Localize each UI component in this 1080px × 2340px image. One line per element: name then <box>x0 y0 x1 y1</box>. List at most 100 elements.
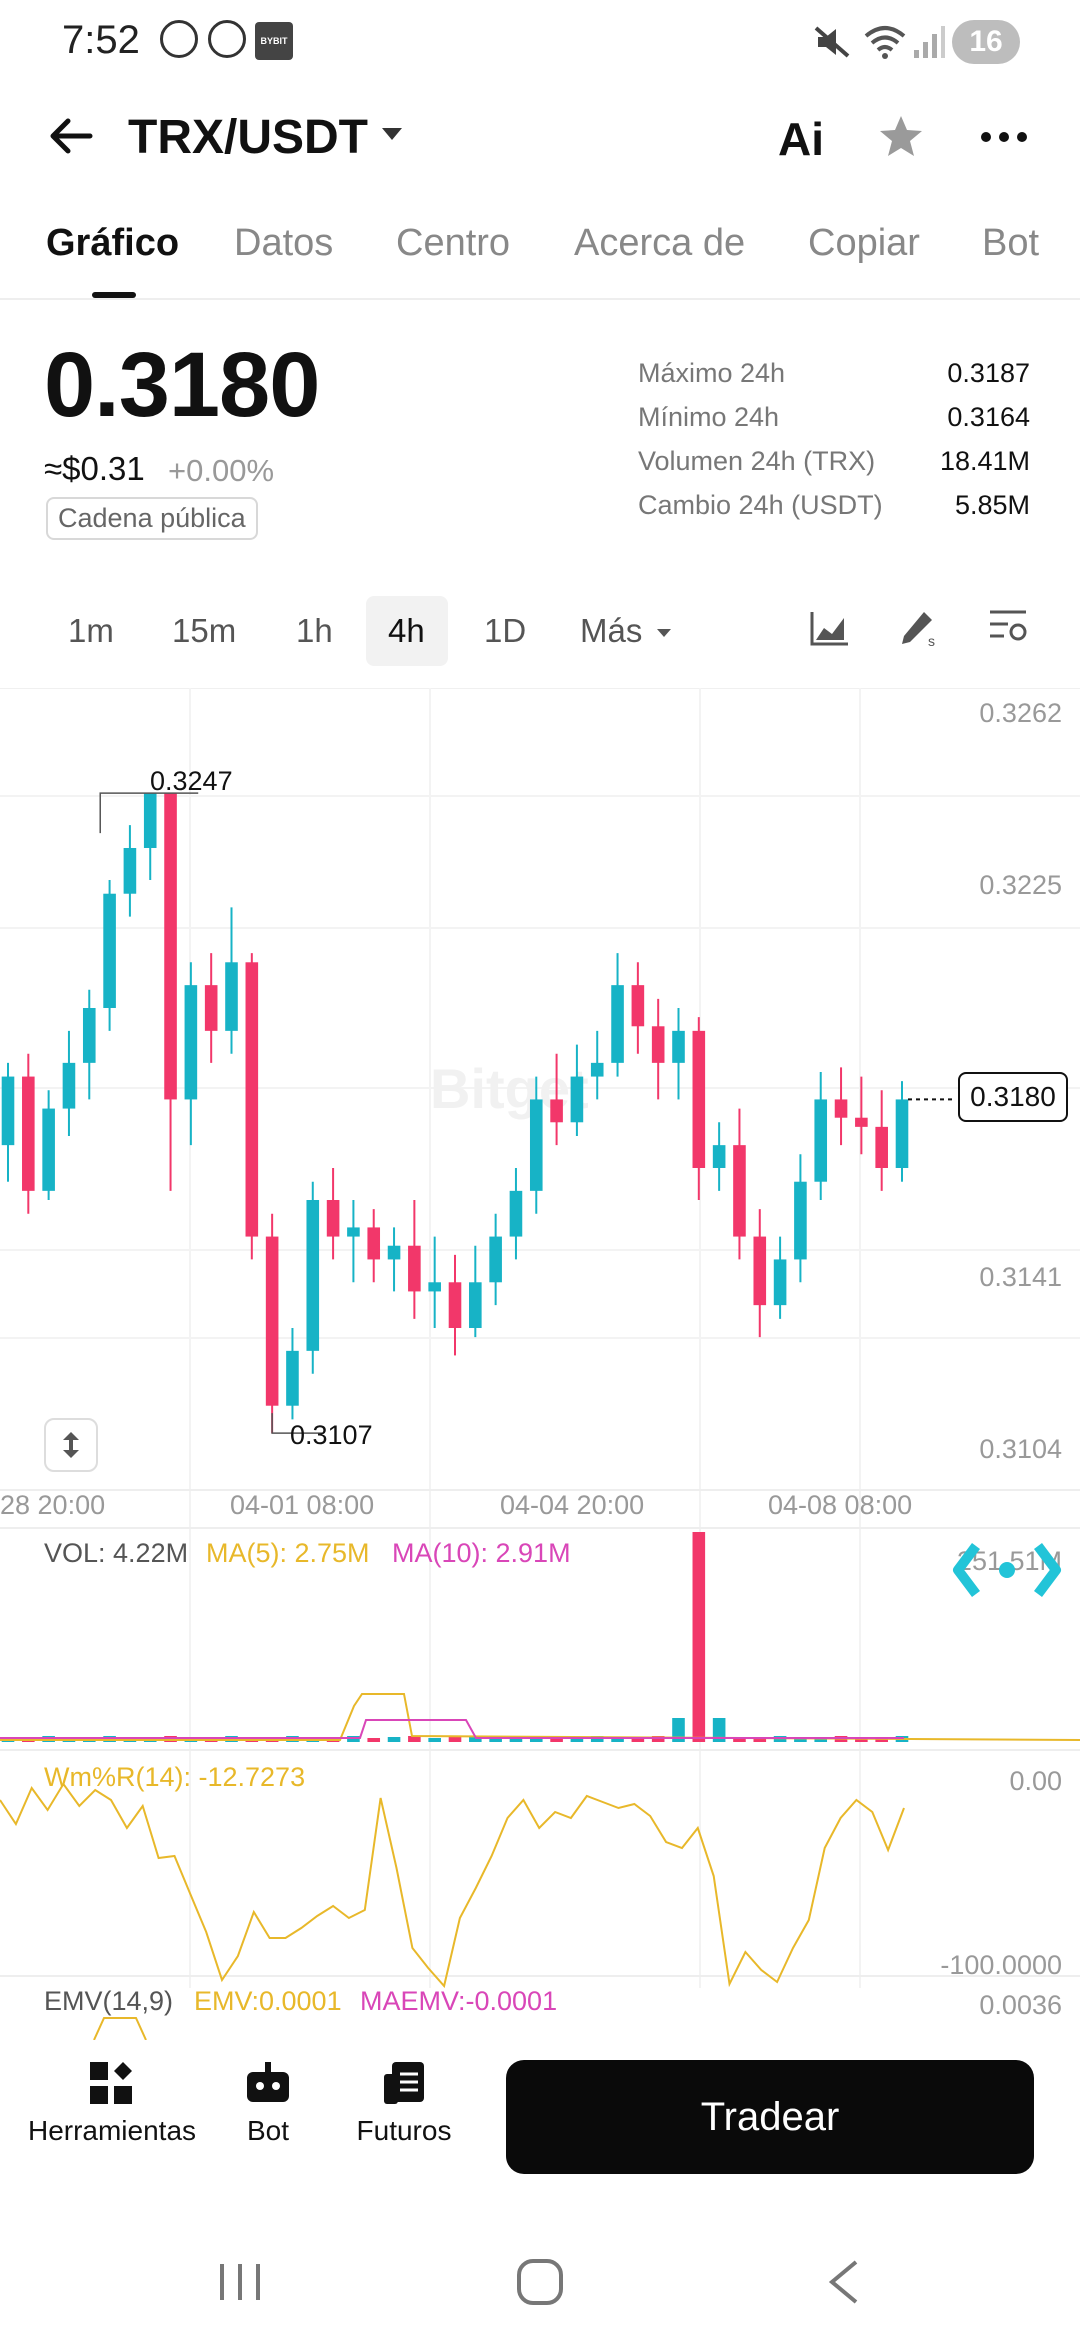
wmr-label: Wm%R(14): -12.7273 <box>44 1762 306 1792</box>
ai-button[interactable]: Ai <box>778 113 824 165</box>
tab-acerca-de[interactable]: Acerca de <box>574 222 746 264</box>
emv-axis: 0.0036 <box>979 1990 1062 2020</box>
nav-bot[interactable]: Bot <box>178 2060 358 2147</box>
stat-label-low: Mínimo 24h <box>638 402 780 432</box>
stat-value-low: 0.3164 <box>947 402 1030 432</box>
stat-label-volume: Volumen 24h (TRX) <box>638 446 876 476</box>
low-marker-line <box>271 1413 323 1434</box>
candle-body <box>875 1126 888 1168</box>
home-icon[interactable] <box>516 2258 564 2306</box>
tab-copiar[interactable]: Copiar <box>808 222 920 264</box>
candle-body <box>631 985 645 1027</box>
pair-title[interactable]: TRX/USDT <box>128 111 368 164</box>
tab-bot[interactable]: Bot <box>982 222 1040 264</box>
caret-down-icon[interactable] <box>656 628 672 638</box>
recent-apps-icon[interactable] <box>218 2260 262 2304</box>
chain-tag[interactable]: Cadena pública <box>46 497 258 540</box>
status-bar: 7:52 BYBIT 16 <box>0 0 1080 90</box>
volume-bar <box>367 1738 381 1742</box>
interval-4h[interactable]: 4h <box>388 612 425 649</box>
scroll-to-latest-icon[interactable] <box>952 1540 1062 1600</box>
emv-value: EMV:0.0001 <box>194 1986 342 2016</box>
back-nav-icon[interactable] <box>826 2258 862 2306</box>
candle-body <box>204 985 218 1031</box>
candle-body <box>62 1062 76 1109</box>
wmr-line <box>0 1782 905 1989</box>
emv-line <box>93 2017 147 2040</box>
interval-1h[interactable]: 1h <box>296 612 333 649</box>
candle-body <box>143 793 157 848</box>
volume-bar <box>509 1737 523 1742</box>
volume-bar <box>855 1738 868 1742</box>
tab-datos[interactable]: Datos <box>234 222 334 264</box>
volume-label: VOL: 4.22M <box>44 1538 189 1568</box>
candle-body <box>489 1236 502 1283</box>
stat-value-turnover: 5.85M <box>954 490 1030 520</box>
candlestick-chart[interactable]: Bitget <box>0 688 1080 2040</box>
high-marker-label: 0.3247 <box>150 766 233 796</box>
low-marker-label: 0.3107 <box>290 1420 373 1450</box>
candle-body <box>570 1076 584 1123</box>
interval-more[interactable]: Más <box>580 612 643 649</box>
wmr-axis-top: 0.00 <box>1009 1766 1062 1796</box>
volume-bar <box>611 1738 624 1742</box>
draw-tool-icon[interactable]: s <box>898 606 940 648</box>
volume-bar <box>570 1737 584 1742</box>
volume-bar <box>672 1718 685 1742</box>
indicator-settings-icon[interactable] <box>988 608 1028 646</box>
futures-icon <box>384 2062 424 2104</box>
candle-body <box>509 1190 523 1237</box>
volume-ma10-label: MA(10): 2.91M <box>392 1538 571 1568</box>
candle-body <box>306 1200 320 1351</box>
candle-body <box>22 1076 35 1191</box>
last-price: 0.3180 <box>44 334 320 436</box>
signal-icon <box>914 26 945 58</box>
alarm-icon <box>208 20 246 58</box>
stat-value-volume: 18.41M <box>939 446 1030 476</box>
candle-body <box>469 1282 482 1328</box>
y-tick: 0.3262 <box>979 698 1062 728</box>
nav-futures[interactable]: Futuros <box>314 2060 494 2147</box>
volume-bar <box>692 1532 706 1742</box>
tab-centro[interactable]: Centro <box>396 222 511 264</box>
volume-bar <box>814 1737 828 1742</box>
candle-body <box>82 1008 96 1063</box>
volume-bar <box>489 1738 502 1742</box>
interval-1m[interactable]: 1m <box>68 612 114 649</box>
trade-button[interactable]: Tradear <box>506 2060 1034 2174</box>
candle-body <box>408 1245 421 1292</box>
status-time: 7:52 <box>62 18 140 62</box>
vertical-resize-icon <box>63 1432 79 1458</box>
chart-type-icon[interactable] <box>810 610 850 646</box>
volume-bar <box>631 1737 645 1742</box>
more-icon[interactable] <box>980 130 1028 144</box>
candle-body <box>225 962 238 1031</box>
candle-body <box>326 1200 340 1237</box>
candle-body <box>814 1099 828 1182</box>
nav-bot-label: Bot <box>246 2115 290 2146</box>
volume-bar <box>428 1738 441 1742</box>
star-icon[interactable] <box>878 114 924 158</box>
candle-body <box>753 1236 767 1306</box>
nav-futures-label: Futuros <box>356 2115 452 2146</box>
active-tab-indicator <box>92 292 136 298</box>
candle-body <box>672 1030 685 1063</box>
candle-body <box>245 962 259 1237</box>
candle-body <box>855 1117 868 1127</box>
volume-ma5-line <box>0 1693 1080 1741</box>
candle-body <box>895 1099 909 1168</box>
candle-body <box>184 985 198 1100</box>
volume-bar <box>469 1736 482 1742</box>
caret-down-icon[interactable] <box>380 126 404 142</box>
tab-grafico[interactable]: Gráfico <box>46 222 180 264</box>
whatsapp-icon <box>160 20 198 58</box>
interval-15m[interactable]: 15m <box>172 612 237 649</box>
nav-tools[interactable]: Herramientas <box>22 2060 202 2147</box>
candle-body <box>347 1227 360 1237</box>
y-tick: 0.3104 <box>979 1434 1062 1464</box>
interval-1d[interactable]: 1D <box>484 612 527 649</box>
expand-chart-button[interactable] <box>44 1418 98 1472</box>
back-arrow-icon[interactable] <box>48 116 94 156</box>
candle-body <box>387 1245 401 1260</box>
tab-divider <box>0 298 1080 300</box>
